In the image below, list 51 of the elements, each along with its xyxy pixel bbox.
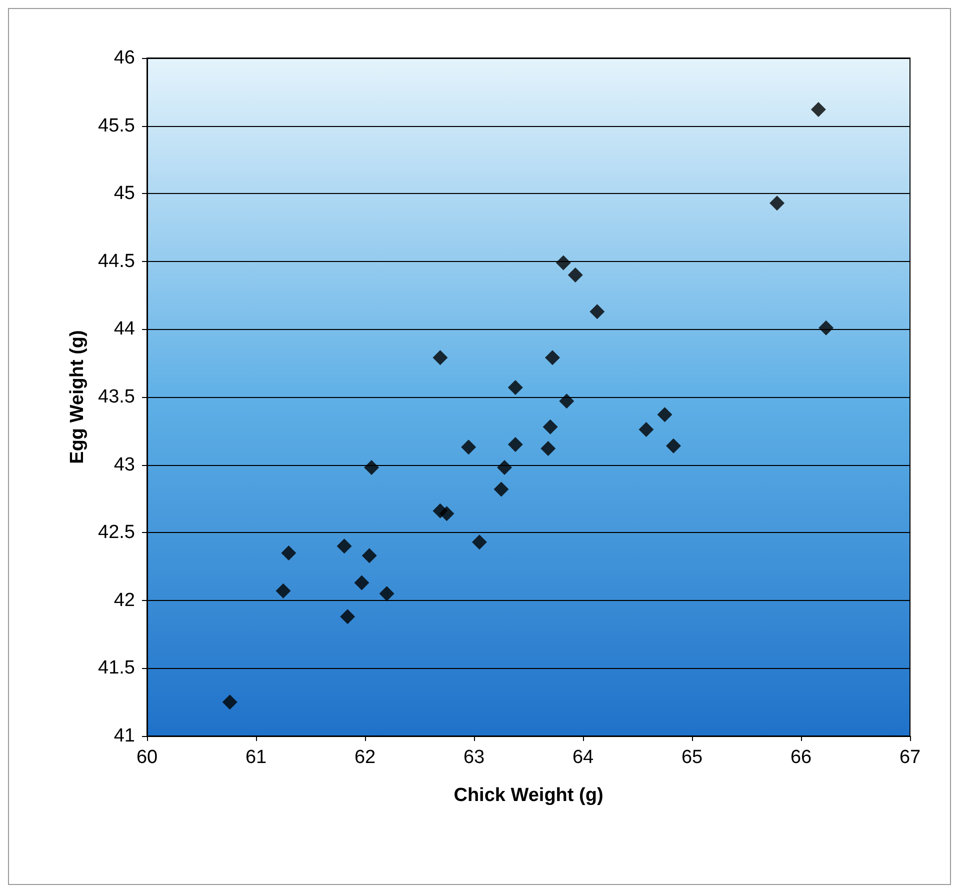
point xyxy=(432,350,448,366)
point xyxy=(542,419,558,434)
point xyxy=(666,438,681,454)
point xyxy=(497,460,512,476)
point xyxy=(340,609,356,624)
x-tick-label: 67 xyxy=(899,747,921,768)
y-tick-label: 43 xyxy=(114,454,135,476)
x-tick-label: 60 xyxy=(136,747,158,768)
point xyxy=(810,102,826,118)
point xyxy=(508,380,523,396)
point xyxy=(354,575,370,590)
y-tick-label: 44.5 xyxy=(98,250,135,272)
y-tick-label: 46 xyxy=(114,48,135,68)
point xyxy=(336,538,352,554)
point xyxy=(362,548,377,564)
point xyxy=(770,196,785,211)
point xyxy=(568,267,583,282)
point xyxy=(281,545,296,560)
point xyxy=(540,441,556,456)
x-tick-label: 61 xyxy=(245,747,267,768)
point xyxy=(222,694,238,710)
point xyxy=(818,320,834,336)
point xyxy=(439,506,454,522)
y-tick-label: 44 xyxy=(114,318,136,340)
point xyxy=(472,534,487,550)
x-tick-label: 64 xyxy=(572,747,594,768)
point xyxy=(508,436,523,452)
x-tick-label: 66 xyxy=(790,747,812,768)
point xyxy=(364,460,380,476)
point xyxy=(590,304,605,320)
y-tick-label: 42 xyxy=(114,590,135,611)
point xyxy=(559,394,574,409)
point xyxy=(638,422,654,438)
y-axis-title: Egg Weight (g) xyxy=(67,330,88,464)
x-tick-label: 62 xyxy=(354,747,376,768)
y-tick-label: 42.5 xyxy=(98,522,135,544)
point xyxy=(494,482,509,497)
x-tick-label: 63 xyxy=(463,747,485,768)
point xyxy=(544,350,560,366)
y-tick-label: 41 xyxy=(114,726,135,746)
x-axis-title: Chick Weight (g) xyxy=(454,785,604,806)
y-tick-label: 45 xyxy=(114,183,135,204)
point xyxy=(276,583,291,598)
y-tick-label: 45.5 xyxy=(98,115,135,136)
point xyxy=(379,586,394,602)
x-tick-label: 65 xyxy=(681,747,703,768)
y-tick-label: 41.5 xyxy=(98,658,135,679)
point xyxy=(556,255,571,270)
point xyxy=(461,440,476,455)
y-tick-label: 43.5 xyxy=(98,386,135,408)
point xyxy=(657,407,672,422)
